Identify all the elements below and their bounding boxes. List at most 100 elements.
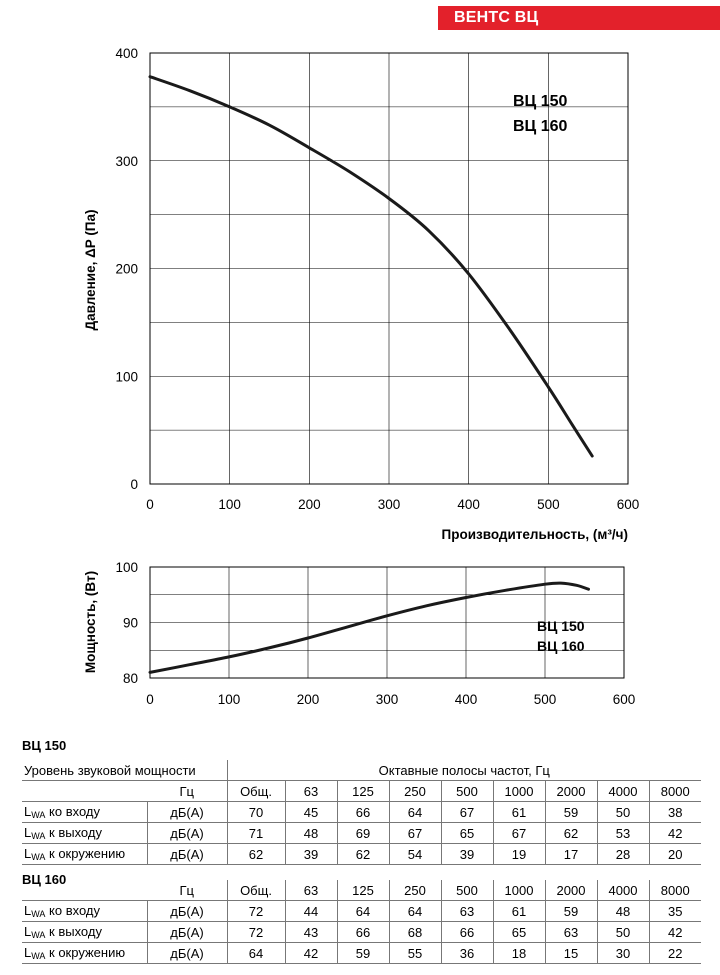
row-unit: дБ(А) xyxy=(146,822,227,844)
table-cell: 72 xyxy=(226,900,285,922)
power-curve xyxy=(148,581,590,674)
power-chart-x-ticks: 0 100 200 300 400 500 600 xyxy=(146,692,635,707)
table-cell: 28 xyxy=(596,843,649,865)
lwa-subscript: WA xyxy=(31,909,46,919)
table-cell: 66 xyxy=(336,921,389,943)
power-model-label-2: ВЦ 160 xyxy=(537,638,585,654)
power-chart-y-ticks: 80 90 100 xyxy=(115,560,138,686)
lwa-subscript: WA xyxy=(31,831,46,841)
table-header-row: Уровень звуковой мощности Октавные полос… xyxy=(22,760,701,781)
lwa-subscript: WA xyxy=(31,810,46,820)
table-cell: 64 xyxy=(388,900,441,922)
table-cell: 64 xyxy=(336,900,389,922)
table-cell: 62 xyxy=(336,843,389,865)
pressure-y-axis-label: Давление, ΔP (Па) xyxy=(83,209,98,330)
table-cell: 42 xyxy=(284,942,337,964)
x-tick-label: 200 xyxy=(297,692,320,707)
table-cell: 38 xyxy=(648,801,701,823)
table-cell: 59 xyxy=(544,801,597,823)
table-cell: 39 xyxy=(440,843,493,865)
x-tick-label: 300 xyxy=(378,497,401,512)
power-y-axis-label: Мощность, (Вт) xyxy=(83,571,98,673)
row-unit: дБ(А) xyxy=(146,801,227,823)
column-header: 63 xyxy=(284,880,337,901)
pressure-chart-x-ticks: 0 100 200 300 400 500 600 xyxy=(146,497,639,512)
x-tick-label: 0 xyxy=(146,692,154,707)
table-cell: 50 xyxy=(596,801,649,823)
pressure-chart-y-ticks: 0 100 200 300 400 xyxy=(115,46,138,492)
pressure-chart: 0 100 200 300 400 500 600 0 100 200 300 400 ВЦ 150… xyxy=(83,46,639,542)
table-cell: 66 xyxy=(336,801,389,823)
y-tick-label: 100 xyxy=(115,560,138,575)
table-row: LWA ко входу дБ(А) 72 44 64 64 63 61 59 48 35 xyxy=(22,900,701,922)
pressure-model-label-2: ВЦ 160 xyxy=(513,118,567,135)
table-cell: 67 xyxy=(388,822,441,844)
table-cell: 64 xyxy=(226,942,285,964)
table-cell: 30 xyxy=(596,942,649,964)
column-header: 8000 xyxy=(648,880,701,901)
table-cell: 62 xyxy=(226,843,285,865)
table-row: LWA к выходу дБ(А) 72 43 66 68 66 65 63 50 42 xyxy=(22,921,701,943)
table-row: LWA к окружению дБ(А) 62 39 62 54 39 19 17 28 20 xyxy=(22,843,701,865)
table-cell: 50 xyxy=(596,921,649,943)
table-cell: 59 xyxy=(544,900,597,922)
row-unit: дБ(А) xyxy=(146,942,227,964)
table-cell: 20 xyxy=(648,843,701,865)
table-cell: 62 xyxy=(544,822,597,844)
table-cell: 44 xyxy=(284,900,337,922)
table-cell: 72 xyxy=(226,921,285,943)
column-header: 1000 xyxy=(492,780,545,802)
table-cell: 70 xyxy=(226,801,285,823)
table-row: LWA к окружению дБ(А) 64 42 59 55 36 18 15 30 22 xyxy=(22,942,701,964)
table-row: LWA ко входу дБ(А) 70 45 66 64 67 61 59 50 38 xyxy=(22,801,701,823)
table-cell: 17 xyxy=(544,843,597,865)
table-cell: 61 xyxy=(492,801,545,823)
lwa-subscript: WA xyxy=(31,930,46,940)
row-label: LWA ко входу xyxy=(22,900,147,922)
row-label: LWA к окружению xyxy=(22,942,147,964)
column-header: 4000 xyxy=(596,880,649,901)
header-unit-hz: Гц xyxy=(147,880,227,901)
y-tick-label: 100 xyxy=(115,369,138,384)
column-header: 500 xyxy=(440,780,493,802)
row-label: LWA к выходу xyxy=(22,921,147,943)
row-unit: дБ(А) xyxy=(146,900,227,922)
header-sound-power: Уровень звуковой мощности xyxy=(22,760,227,781)
table-cell: 36 xyxy=(440,942,493,964)
column-header: 1000 xyxy=(492,880,545,901)
y-tick-label: 0 xyxy=(130,477,138,492)
table-cell: 54 xyxy=(388,843,441,865)
table-cell: 55 xyxy=(388,942,441,964)
column-header: 2000 xyxy=(544,780,597,802)
table-cell: 43 xyxy=(284,921,337,943)
row-unit: дБ(А) xyxy=(146,843,227,865)
x-tick-label: 600 xyxy=(613,692,636,707)
table-cell: 22 xyxy=(648,942,701,964)
sound-table-vc160: Гц Общ. 63 125 250 500 1000 2000 4000 8000 LWA ко … xyxy=(22,880,701,964)
row-label: LWA к окружению xyxy=(22,843,147,865)
x-tick-label: 100 xyxy=(218,497,241,512)
table-cell: 18 xyxy=(492,942,545,964)
pressure-chart-grid xyxy=(149,52,629,485)
sound-table-vc150: Уровень звуковой мощности Октавные полос… xyxy=(22,760,701,865)
y-tick-label: 200 xyxy=(115,262,138,277)
table-cell: 15 xyxy=(544,942,597,964)
power-model-label-1: ВЦ 150 xyxy=(537,618,585,634)
table-cell: 67 xyxy=(440,801,493,823)
y-tick-label: 80 xyxy=(123,671,138,686)
x-tick-label: 0 xyxy=(146,497,154,512)
table-cell: 65 xyxy=(440,822,493,844)
row-label: LWA к выходу xyxy=(22,822,147,844)
x-tick-label: 500 xyxy=(537,497,560,512)
column-header: 125 xyxy=(336,780,389,802)
table-row: LWA к выходу дБ(А) 71 48 69 67 65 67 62 53 42 xyxy=(22,822,701,844)
header-blank xyxy=(22,880,147,901)
row-label: LWA ко входу xyxy=(22,801,147,823)
pressure-curve xyxy=(148,75,594,458)
column-header: Общ. xyxy=(226,880,285,901)
lwa-subscript: WA xyxy=(31,951,46,961)
table-cell: 42 xyxy=(648,921,701,943)
header-blank xyxy=(22,780,147,802)
y-tick-label: 400 xyxy=(115,46,138,61)
column-header: 63 xyxy=(284,780,337,802)
